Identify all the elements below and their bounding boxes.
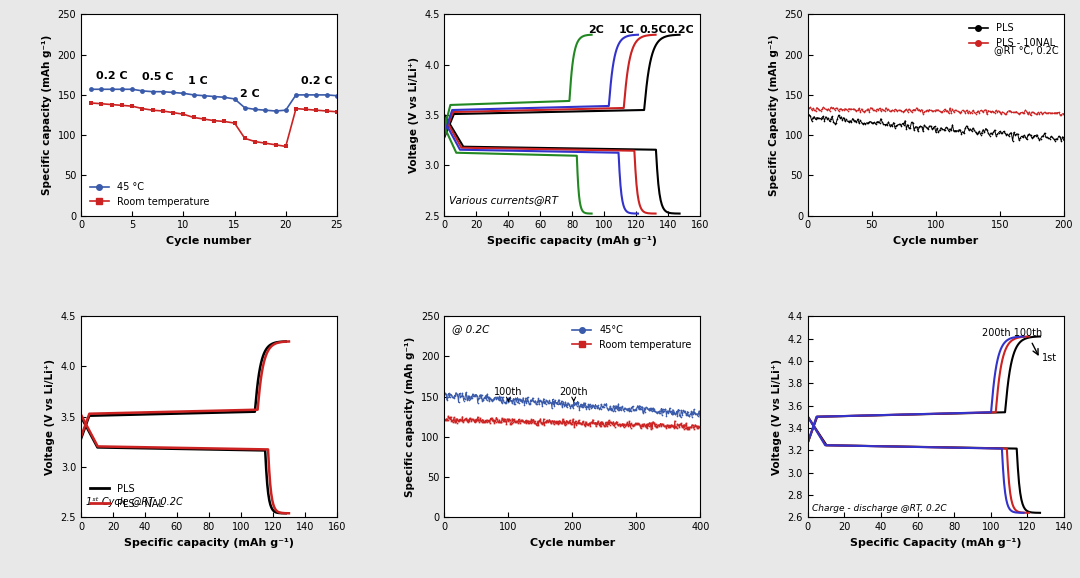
X-axis label: Specific capacity (mAh g⁻¹): Specific capacity (mAh g⁻¹)	[124, 538, 294, 548]
Text: 200th 100th: 200th 100th	[982, 328, 1042, 338]
Legend: 45 °C, Room temperature: 45 °C, Room temperature	[86, 178, 213, 211]
Text: 1st: 1st	[1042, 353, 1057, 363]
X-axis label: Cycle number: Cycle number	[893, 236, 978, 246]
Text: Various currents@RT: Various currents@RT	[449, 195, 558, 206]
Text: 1C: 1C	[619, 24, 635, 35]
Text: 1 C: 1 C	[189, 76, 208, 87]
Text: @ 0.2C: @ 0.2C	[453, 324, 489, 334]
Text: 0.5 C: 0.5 C	[143, 72, 174, 83]
X-axis label: Cycle number: Cycle number	[530, 538, 615, 548]
Text: 0.5C: 0.5C	[639, 24, 667, 35]
Y-axis label: Specific capacity (mAh g⁻¹): Specific capacity (mAh g⁻¹)	[42, 35, 52, 195]
Text: 0.2 C: 0.2 C	[96, 71, 129, 81]
Text: 0.2C: 0.2C	[666, 24, 694, 35]
Text: 100th: 100th	[495, 387, 523, 401]
Y-axis label: Voltage (V vs Li/Li⁺): Voltage (V vs Li/Li⁺)	[772, 359, 782, 475]
Y-axis label: Specific capacity (mAh g⁻¹): Specific capacity (mAh g⁻¹)	[405, 336, 416, 497]
Legend: 45°C, Room temperature: 45°C, Room temperature	[568, 321, 696, 354]
Text: Charge - discharge @RT, 0.2C: Charge - discharge @RT, 0.2C	[811, 503, 946, 513]
Text: 200th: 200th	[559, 387, 588, 401]
Text: 0.2 C: 0.2 C	[301, 76, 333, 87]
X-axis label: Cycle number: Cycle number	[166, 236, 252, 246]
X-axis label: Specific capacity (mAh g⁻¹): Specific capacity (mAh g⁻¹)	[487, 236, 658, 246]
Legend: PLS, PLS - 10NAL: PLS, PLS - 10NAL	[964, 19, 1058, 52]
Text: 1ˢᵗ Cycle @RT ,0.2C: 1ˢᵗ Cycle @RT ,0.2C	[85, 497, 183, 507]
Legend: PLS, PLS - NAL: PLS, PLS - NAL	[86, 480, 167, 513]
X-axis label: Specific Capacity (mAh g⁻¹): Specific Capacity (mAh g⁻¹)	[850, 538, 1022, 548]
Text: 2C: 2C	[589, 24, 605, 35]
Y-axis label: Voltage (V vs Li/Li⁺): Voltage (V vs Li/Li⁺)	[45, 359, 55, 475]
Text: 2 C: 2 C	[240, 88, 259, 98]
Text: @RT °C, 0.2C: @RT °C, 0.2C	[994, 45, 1058, 55]
Y-axis label: Specific Capacity (mAh g⁻¹): Specific Capacity (mAh g⁻¹)	[769, 34, 779, 196]
Y-axis label: Voltage (V vs Li/Li⁺): Voltage (V vs Li/Li⁺)	[408, 57, 419, 173]
